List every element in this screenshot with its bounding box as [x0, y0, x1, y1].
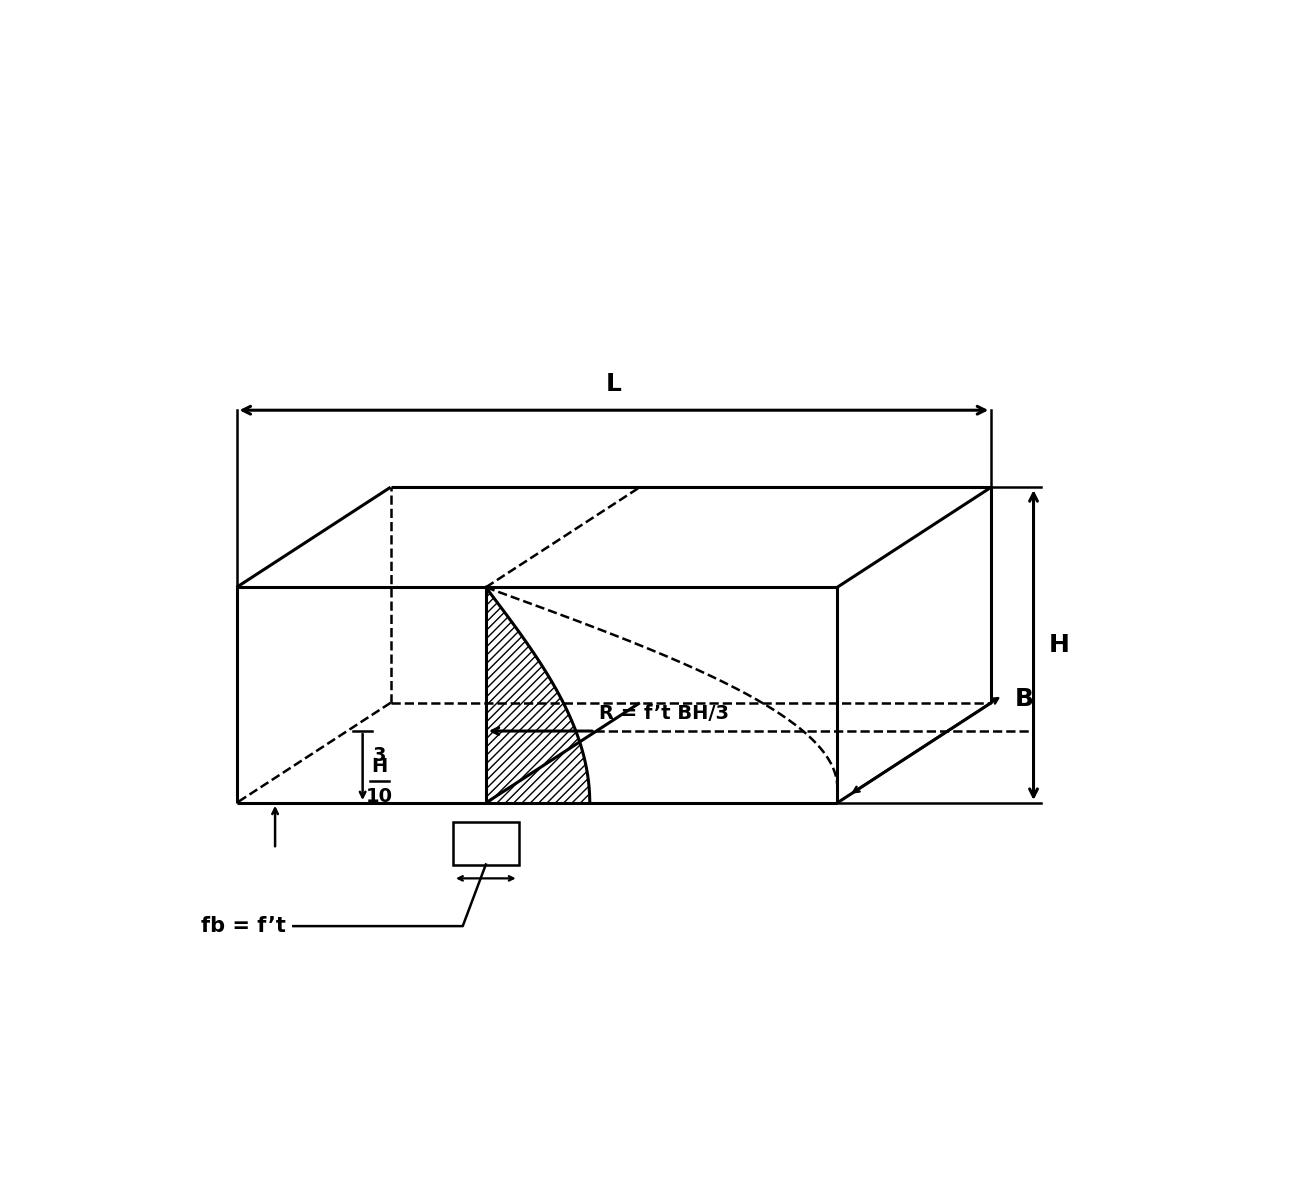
Text: H: H: [371, 757, 387, 777]
Text: L: L: [606, 373, 622, 396]
Bar: [453, 822, 518, 864]
Text: 10: 10: [366, 786, 394, 805]
Text: H: H: [1048, 633, 1069, 657]
Text: fb = f’t: fb = f’t: [201, 916, 286, 936]
Text: B: B: [1014, 687, 1034, 711]
Text: 3: 3: [373, 746, 386, 765]
Text: R = f’t BH/3: R = f’t BH/3: [600, 704, 729, 724]
